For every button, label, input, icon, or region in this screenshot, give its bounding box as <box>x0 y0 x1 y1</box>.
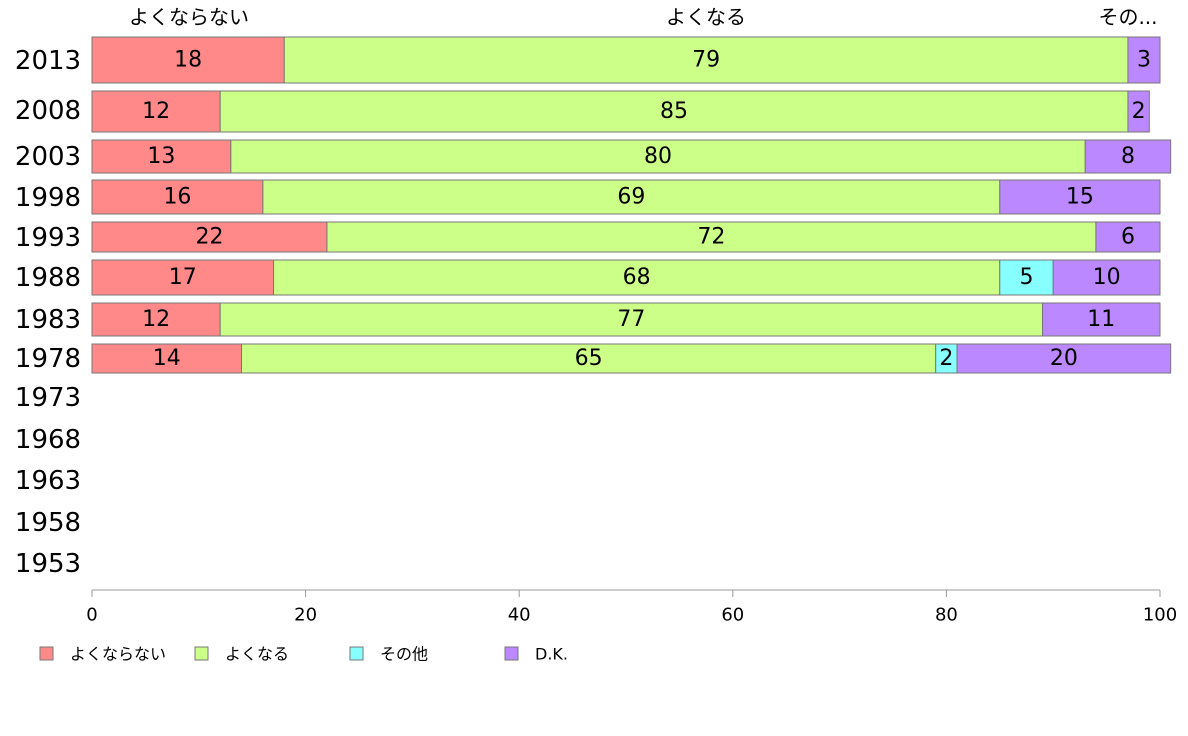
bar-value-label: 3 <box>1137 48 1151 73</box>
bar-value-label: 79 <box>692 48 720 73</box>
bar-value-label: 68 <box>623 265 651 290</box>
bar-value-label: 77 <box>617 307 645 332</box>
bar-value-label: 13 <box>147 144 175 169</box>
year-label: 1973 <box>15 383 81 413</box>
year-label: 1998 <box>15 183 81 213</box>
bar-segment <box>1095 221 1161 253</box>
x-tick-label: 20 <box>294 605 317 626</box>
column-headers: よくならない よくなる その... <box>129 5 1158 29</box>
legend-swatch <box>504 646 519 661</box>
year-label: 2013 <box>15 46 81 76</box>
bar-value-label: 22 <box>195 225 223 250</box>
bar-segment <box>1084 139 1172 174</box>
year-label: 2003 <box>15 142 81 172</box>
bar-value-label: 69 <box>617 185 645 210</box>
bar-value-label: 85 <box>660 99 688 124</box>
year-label: 1963 <box>15 466 81 496</box>
bar-segment <box>1127 36 1161 84</box>
bar-value-label: 12 <box>142 307 170 332</box>
bar-segment <box>1052 259 1161 296</box>
bar-segment <box>241 343 937 374</box>
bar-segment <box>956 343 1172 374</box>
legend-swatch <box>39 646 54 661</box>
bar-value-label: 18 <box>174 48 202 73</box>
bar-value-label: 14 <box>153 346 181 371</box>
bar-segment <box>91 90 221 133</box>
bar-value-label: 80 <box>644 144 672 169</box>
bar-segment <box>1042 302 1161 337</box>
bar-segment <box>91 36 285 84</box>
x-tick-label: 40 <box>508 605 531 626</box>
bar-segment <box>91 221 328 253</box>
bar-value-label: 72 <box>697 225 725 250</box>
bar-value-label: 17 <box>169 265 197 290</box>
bar-value-label: 2 <box>939 346 953 371</box>
x-axis: 0 20 40 60 80 100 <box>86 589 1177 626</box>
bar-value-label: 2 <box>1132 99 1146 124</box>
bar-segment <box>283 36 1129 84</box>
bar-segment <box>999 179 1161 215</box>
x-tick-label: 100 <box>1143 605 1177 626</box>
bar-segment <box>91 139 232 174</box>
bar-value-label: 5 <box>1020 265 1034 290</box>
bar-value-label: 15 <box>1066 185 1094 210</box>
bar-value-label: 11 <box>1087 307 1115 332</box>
bar-segment <box>91 302 221 337</box>
bar-segment <box>219 302 1044 337</box>
year-label: 1968 <box>15 425 81 455</box>
bars: 18 79 3 12 85 2 13 80 8 16 69 15 22 72 6 17 68 5 10 12 77 11 1… <box>91 36 1172 374</box>
bar-segment <box>262 179 1001 215</box>
legend-label: D.K. <box>535 645 568 664</box>
bar-segment <box>230 139 1086 174</box>
bar-value-label: 12 <box>142 99 170 124</box>
bar-segment <box>273 259 1001 296</box>
year-label: 1988 <box>15 263 81 293</box>
bar-segment <box>1127 90 1150 133</box>
bar-segment <box>91 179 264 215</box>
year-label: 1983 <box>15 305 81 335</box>
x-tick-label: 80 <box>935 605 958 626</box>
bar-segment <box>91 343 243 374</box>
x-tick-label: 0 <box>86 605 97 626</box>
year-label: 1993 <box>15 223 81 253</box>
year-label: 1978 <box>15 344 81 374</box>
bar-segment <box>91 259 275 296</box>
bar-value-label: 6 <box>1121 225 1135 250</box>
bar-segment <box>219 90 1129 133</box>
bar-value-label: 65 <box>575 346 603 371</box>
bar-value-label: 20 <box>1050 346 1078 371</box>
bar-value-label: 10 <box>1093 265 1121 290</box>
year-axis-labels: 2013 2008 2003 1998 1993 1988 1983 1978 1973 1968… <box>15 46 81 579</box>
bar-segment <box>999 259 1054 296</box>
legend-label: よくなる <box>225 645 289 664</box>
legend-label: その他 <box>380 645 428 664</box>
bar-value-label: 16 <box>163 185 191 210</box>
year-label: 1953 <box>15 549 81 579</box>
column-header-label: よくなる <box>666 5 746 29</box>
column-header-label: よくならない <box>129 5 249 29</box>
legend-label: よくならない <box>70 645 166 664</box>
bar-value-label: 8 <box>1121 144 1135 169</box>
legend: よくならない よくなる その他 D.K. <box>39 645 568 664</box>
legend-swatch <box>194 646 209 661</box>
column-header-label: その... <box>1098 5 1157 29</box>
year-label: 1958 <box>15 508 81 538</box>
bar-segment <box>326 221 1097 253</box>
legend-swatch <box>349 646 364 661</box>
x-tick-label: 60 <box>721 605 744 626</box>
year-label: 2008 <box>15 96 81 126</box>
